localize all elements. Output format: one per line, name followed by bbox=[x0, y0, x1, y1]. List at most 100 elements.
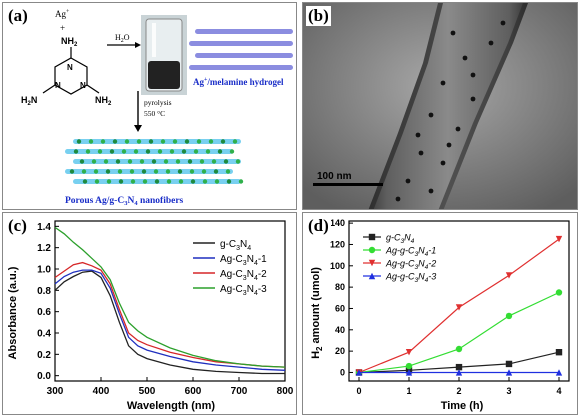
ag-particle-dot bbox=[139, 159, 145, 164]
ag-particle-dot bbox=[166, 179, 172, 184]
ag-particle-dot bbox=[232, 139, 238, 144]
ag-nanoparticle bbox=[418, 150, 424, 156]
y-tick-label: 120 bbox=[330, 239, 345, 249]
data-point bbox=[368, 246, 376, 254]
y-tick-label: 1.4 bbox=[37, 222, 51, 233]
ag-nanoparticle bbox=[470, 72, 476, 78]
ag-plus-label: Ag+ bbox=[55, 9, 70, 19]
legend-label: Ag-g-C3N4-2 bbox=[385, 259, 436, 272]
ag-particle-dot bbox=[214, 179, 220, 184]
x-axis-label: Wavelength (nm) bbox=[127, 400, 216, 412]
ag-particle-dot bbox=[225, 169, 231, 174]
ag-particle-dot bbox=[177, 169, 183, 174]
triazine-ring bbox=[54, 57, 88, 95]
ag-particle-dot bbox=[175, 159, 181, 164]
data-point bbox=[455, 363, 463, 371]
ag-nanoparticle bbox=[488, 40, 494, 46]
ag-particle-dot bbox=[88, 139, 94, 144]
scale-bar-label: 100 nm bbox=[317, 171, 352, 182]
ag-particle-dot bbox=[85, 149, 91, 154]
panel-d-label: (d) bbox=[306, 216, 331, 236]
y-axis-label: H2 amount (umol) bbox=[310, 267, 324, 359]
ag-particle-dot bbox=[91, 159, 97, 164]
x-tick-label: 800 bbox=[277, 386, 294, 397]
data-point bbox=[455, 345, 463, 353]
ag-nanoparticle bbox=[500, 20, 506, 26]
y-tick-label: 1.0 bbox=[37, 265, 51, 276]
y-tick-label: 0.4 bbox=[37, 329, 51, 340]
h2o-arrow: H2O bbox=[107, 33, 141, 48]
ag-particle-dot bbox=[106, 179, 112, 184]
series-line-1 bbox=[54, 270, 285, 375]
h2o-label: H2O bbox=[115, 33, 130, 44]
y-tick-label: 60 bbox=[335, 303, 345, 313]
y-tick-label: 20 bbox=[335, 346, 345, 356]
ag-particle-dot bbox=[73, 149, 79, 154]
nanofiber-strand bbox=[65, 169, 233, 174]
legend-label: Ag-C3N4-2 bbox=[220, 269, 267, 282]
y-tick-label: 0 bbox=[340, 367, 345, 377]
ag-particle-dot bbox=[136, 139, 142, 144]
ag-particle-dot bbox=[223, 159, 229, 164]
ag-particle-dot bbox=[165, 169, 171, 174]
data-point bbox=[455, 304, 463, 311]
ag-particle-dot bbox=[205, 149, 211, 154]
ag-particle-dot bbox=[79, 159, 85, 164]
ag-particle-dot bbox=[235, 159, 241, 164]
ag-particle-dot bbox=[69, 169, 75, 174]
ag-particle-dot bbox=[129, 169, 135, 174]
data-point bbox=[368, 233, 376, 241]
ag-nanoparticle bbox=[428, 188, 434, 194]
ag-particle-dot bbox=[118, 179, 124, 184]
ag-particle-dot bbox=[124, 139, 130, 144]
ag-particle-dot bbox=[184, 139, 190, 144]
ag-nanoparticle bbox=[462, 55, 468, 61]
ag-particle-dot bbox=[117, 169, 123, 174]
ag-particle-dot bbox=[127, 159, 133, 164]
ag-particle-dot bbox=[169, 149, 175, 154]
panel-c-label: (c) bbox=[6, 216, 29, 236]
panel-b-label: (b) bbox=[306, 6, 331, 26]
legend-label: g-C3N4 bbox=[386, 233, 415, 246]
ag-particle-dot bbox=[211, 159, 217, 164]
ag-nanoparticle bbox=[440, 80, 446, 86]
hydrogel-fibers bbox=[189, 29, 293, 70]
data-point bbox=[455, 369, 463, 376]
tem-svg: 100 nm bbox=[303, 3, 577, 209]
ag-particle-dot bbox=[105, 169, 111, 174]
ag-particle-dot bbox=[163, 159, 169, 164]
ag-particle-dot bbox=[199, 159, 205, 164]
svg-text:N: N bbox=[55, 81, 61, 90]
y-tick-label: 0.0 bbox=[37, 371, 51, 382]
legend-label: Ag-C3N4-3 bbox=[220, 284, 267, 297]
panel-b-tem-image: 100 nm (b) bbox=[302, 2, 578, 210]
legend-label: g-C3N4 bbox=[220, 239, 251, 252]
nanofiber-strand bbox=[73, 159, 241, 164]
ag-particle-dot bbox=[229, 149, 235, 154]
x-tick-label: 400 bbox=[93, 386, 110, 397]
ag-particle-dot bbox=[133, 149, 139, 154]
plot-frame bbox=[54, 220, 286, 382]
pyrolysis-label: pyrolysis bbox=[144, 98, 172, 107]
nanofiber-strand bbox=[73, 139, 241, 144]
ag-particle-dot bbox=[112, 139, 118, 144]
ag-particle-dot bbox=[157, 149, 163, 154]
data-point bbox=[405, 362, 413, 370]
ag-particle-dot bbox=[76, 139, 82, 144]
ag-particle-dot bbox=[217, 149, 223, 154]
ag-particle-dot bbox=[81, 169, 87, 174]
vial-image bbox=[141, 15, 187, 95]
amine-left: H2N bbox=[21, 95, 37, 107]
schematic-svg: Ag+ + N N N NH2 H2N NH2 H2O bbox=[21, 9, 293, 207]
ag-particle-dot bbox=[187, 159, 193, 164]
data-point bbox=[555, 289, 563, 296]
y-tick-label: 100 bbox=[330, 261, 345, 271]
panel-a-schematic: Ag+ + N N N NH2 H2N NH2 H2O bbox=[2, 2, 297, 210]
ag-particle-dot bbox=[97, 149, 103, 154]
x-tick-label: 1 bbox=[406, 386, 411, 396]
x-tick-label: 600 bbox=[185, 386, 202, 397]
x-tick-label: 300 bbox=[47, 386, 64, 397]
ag-particle-dot bbox=[82, 179, 88, 184]
y-tick-label: 0.2 bbox=[37, 350, 51, 361]
ag-particle-dot bbox=[142, 179, 148, 184]
